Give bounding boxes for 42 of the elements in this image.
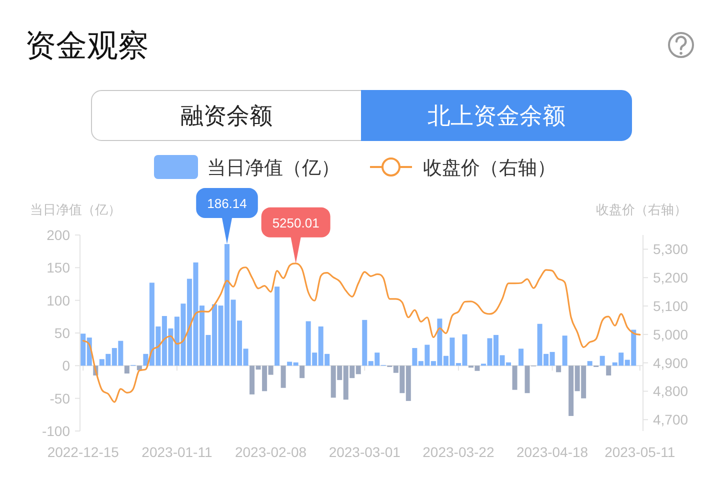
bar <box>280 366 286 388</box>
data-label: 5250.01 <box>272 215 320 230</box>
x-tick-label: 2022-12-15 <box>47 444 120 460</box>
legend-label: 当日净值（亿） <box>207 158 340 179</box>
data-label: 186.14 <box>207 196 247 212</box>
bar <box>518 348 524 366</box>
chart-title: 资金观察 <box>25 28 149 63</box>
y-tick-label: 150 <box>46 260 70 276</box>
bar <box>600 356 605 366</box>
legend-label: 收盘价（右轴） <box>423 158 556 179</box>
bar <box>124 366 130 374</box>
x-tick-label: 2023-05-11 <box>604 444 676 460</box>
bar <box>512 366 518 390</box>
bar <box>587 361 592 366</box>
x-tick-label: 2023-03-22 <box>422 444 494 460</box>
y-axis-title: 当日净值（亿） <box>30 202 121 217</box>
bar <box>300 366 305 378</box>
y2-tick-label: 4,900 <box>653 354 688 371</box>
y-tick-label: 200 <box>46 227 70 243</box>
y2-tick-label: 5,000 <box>653 326 688 342</box>
tab-selected: 北上资金余额 <box>361 90 632 141</box>
bar <box>274 286 280 366</box>
y-tick-label: 100 <box>46 292 70 308</box>
line-series <box>82 262 641 403</box>
y2-axis-title: 收盘价（右轴） <box>596 202 687 217</box>
y2-tick-label: 5,200 <box>653 270 688 286</box>
tab: 融资余额 <box>91 90 362 141</box>
bar <box>606 366 612 376</box>
y-tick-label: 50 <box>54 325 70 341</box>
y2-tick-label: 5,300 <box>653 241 688 258</box>
y-tick-label: -100 <box>42 423 70 439</box>
x-tick-label: 2023-03-01 <box>328 444 401 460</box>
x-tick-label: 2023-01-11 <box>142 444 212 460</box>
bar <box>556 366 562 372</box>
y-tick-label: 0 <box>62 358 70 374</box>
y2-tick-label: 4,700 <box>653 412 688 428</box>
y-tick-label: -50 <box>50 390 70 406</box>
y2-tick-label: 5,100 <box>653 298 688 314</box>
y2-tick-label: 4,800 <box>653 383 688 400</box>
x-tick-label: 2023-02-08 <box>234 444 307 460</box>
x-tick-label: 2023-04-18 <box>516 444 588 460</box>
bar <box>562 336 568 366</box>
